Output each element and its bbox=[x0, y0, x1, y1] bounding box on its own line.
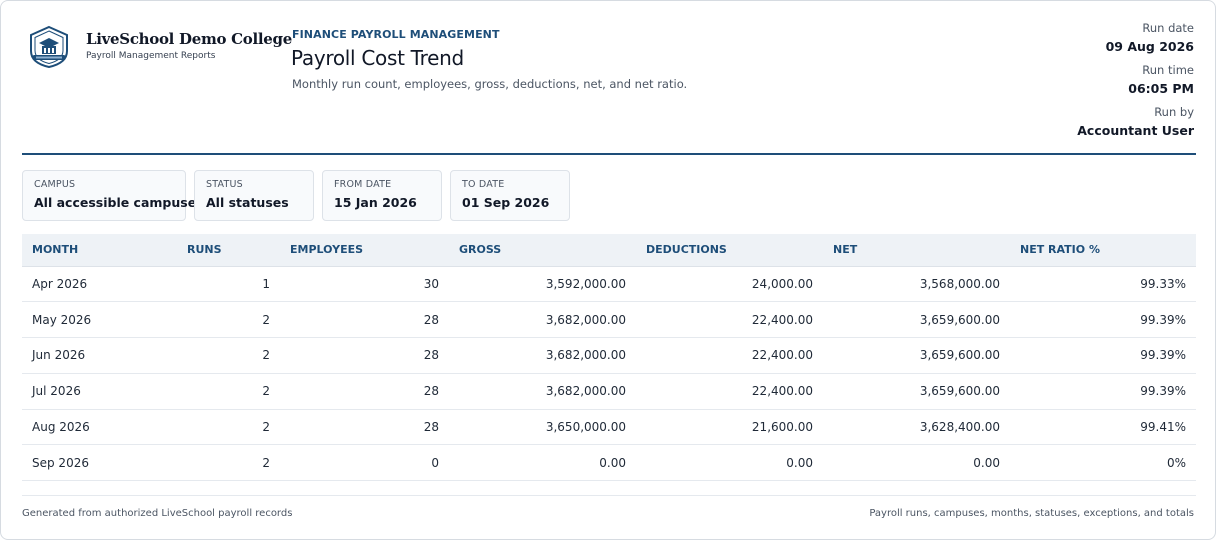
column-header-gross: GROSS bbox=[449, 234, 636, 267]
filter-status: STATUS All statuses bbox=[194, 170, 314, 221]
cell-net: 3,659,600.00 bbox=[823, 337, 1010, 374]
table-row: Sep 2026 2 0 0.00 0.00 0.00 0% bbox=[22, 444, 1196, 482]
cell-net-ratio: 99.33% bbox=[1010, 266, 1196, 303]
cell-month: Jun 2026 bbox=[22, 337, 177, 374]
cell-deductions: 22,400.00 bbox=[636, 373, 823, 410]
column-header-runs: RUNS bbox=[177, 234, 280, 267]
cell-net: 3,659,600.00 bbox=[823, 373, 1010, 410]
cell-employees: 28 bbox=[280, 337, 449, 374]
run-by-label: Run by bbox=[1154, 105, 1194, 119]
cell-runs: 2 bbox=[177, 373, 280, 410]
footer-source-note: Generated from authorized LiveSchool pay… bbox=[22, 508, 293, 519]
cell-deductions: 21,600.00 bbox=[636, 409, 823, 446]
run-date-value: 09 Aug 2026 bbox=[1105, 39, 1194, 54]
table-row: May 2026 2 28 3,682,000.00 22,400.00 3,6… bbox=[22, 301, 1196, 339]
cell-runs: 2 bbox=[177, 409, 280, 446]
filter-label: CAMPUS bbox=[34, 179, 76, 190]
table-row: Apr 2026 1 30 3,592,000.00 24,000.00 3,5… bbox=[22, 266, 1196, 303]
cell-gross: 3,592,000.00 bbox=[449, 266, 636, 303]
cell-runs: 2 bbox=[177, 337, 280, 374]
cell-employees: 28 bbox=[280, 409, 449, 446]
cell-employees: 28 bbox=[280, 373, 449, 410]
cell-gross: 3,682,000.00 bbox=[449, 373, 636, 410]
filter-to-date: TO DATE 01 Sep 2026 bbox=[450, 170, 570, 221]
cell-net: 3,568,000.00 bbox=[823, 266, 1010, 303]
column-header-deductions: DEDUCTIONS bbox=[636, 234, 823, 267]
cell-deductions: 22,400.00 bbox=[636, 301, 823, 339]
cell-month: Sep 2026 bbox=[22, 444, 177, 482]
cell-gross: 3,682,000.00 bbox=[449, 301, 636, 339]
table-row: Jul 2026 2 28 3,682,000.00 22,400.00 3,6… bbox=[22, 373, 1196, 410]
cell-net-ratio: 99.39% bbox=[1010, 301, 1196, 339]
column-header-month: MONTH bbox=[22, 234, 177, 267]
cell-runs: 2 bbox=[177, 301, 280, 339]
filter-value: All accessible campuses bbox=[34, 195, 204, 210]
filter-label: FROM DATE bbox=[334, 179, 392, 190]
header-divider bbox=[22, 153, 1196, 155]
cell-runs: 1 bbox=[177, 266, 280, 303]
filter-campus: CAMPUS All accessible campuses bbox=[22, 170, 204, 221]
cell-deductions: 0.00 bbox=[636, 444, 823, 482]
filter-value: 15 Jan 2026 bbox=[334, 195, 417, 210]
cell-net-ratio: 0% bbox=[1010, 444, 1196, 482]
report-description: Monthly run count, employees, gross, ded… bbox=[292, 77, 688, 91]
run-by-value: Accountant User bbox=[1077, 123, 1194, 138]
table-header-row: MONTH RUNS EMPLOYEES GROSS DEDUCTIONS NE… bbox=[22, 234, 1196, 267]
cell-month: May 2026 bbox=[22, 301, 177, 339]
cell-gross: 3,682,000.00 bbox=[449, 337, 636, 374]
cell-month: Aug 2026 bbox=[22, 409, 177, 446]
filter-label: TO DATE bbox=[462, 179, 505, 190]
cell-gross: 3,650,000.00 bbox=[449, 409, 636, 446]
cell-employees: 28 bbox=[280, 301, 449, 339]
run-date-label: Run date bbox=[1142, 21, 1194, 35]
filter-value: All statuses bbox=[206, 195, 289, 210]
college-name: LiveSchool Demo College bbox=[86, 30, 292, 48]
college-crest-icon bbox=[30, 25, 68, 69]
cell-month: Apr 2026 bbox=[22, 266, 177, 303]
run-time-value: 06:05 PM bbox=[1128, 81, 1194, 96]
cell-runs: 2 bbox=[177, 444, 280, 482]
column-header-net-ratio: NET RATIO % bbox=[1010, 234, 1196, 267]
cell-net: 0.00 bbox=[823, 444, 1010, 482]
cell-employees: 30 bbox=[280, 266, 449, 303]
cell-gross: 0.00 bbox=[449, 444, 636, 482]
column-header-employees: EMPLOYEES bbox=[280, 234, 449, 267]
cell-employees: 0 bbox=[280, 444, 449, 482]
cell-net: 3,659,600.00 bbox=[823, 301, 1010, 339]
run-time-label: Run time bbox=[1142, 63, 1194, 77]
cell-net-ratio: 99.41% bbox=[1010, 409, 1196, 446]
table-row: Jun 2026 2 28 3,682,000.00 22,400.00 3,6… bbox=[22, 337, 1196, 374]
footer-divider bbox=[22, 495, 1196, 496]
cell-deductions: 24,000.00 bbox=[636, 266, 823, 303]
cell-net-ratio: 99.39% bbox=[1010, 337, 1196, 374]
college-subtitle: Payroll Management Reports bbox=[86, 51, 216, 61]
column-header-net: NET bbox=[823, 234, 1010, 267]
payroll-trend-table: MONTH RUNS EMPLOYEES GROSS DEDUCTIONS NE… bbox=[22, 234, 1196, 482]
cell-net-ratio: 99.39% bbox=[1010, 373, 1196, 410]
cell-month: Jul 2026 bbox=[22, 373, 177, 410]
filter-label: STATUS bbox=[206, 179, 243, 190]
cell-net: 3,628,400.00 bbox=[823, 409, 1010, 446]
page-title: Payroll Cost Trend bbox=[291, 46, 464, 70]
footer-scope-note: Payroll runs, campuses, months, statuses… bbox=[869, 508, 1194, 519]
run-meta: Run date 09 Aug 2026 Run time 06:05 PM R… bbox=[1077, 21, 1194, 147]
filter-value: 01 Sep 2026 bbox=[462, 195, 550, 210]
report-kicker: FINANCE PAYROLL MANAGEMENT bbox=[292, 28, 500, 41]
filter-from-date: FROM DATE 15 Jan 2026 bbox=[322, 170, 442, 221]
cell-deductions: 22,400.00 bbox=[636, 337, 823, 374]
table-row: Aug 2026 2 28 3,650,000.00 21,600.00 3,6… bbox=[22, 409, 1196, 446]
